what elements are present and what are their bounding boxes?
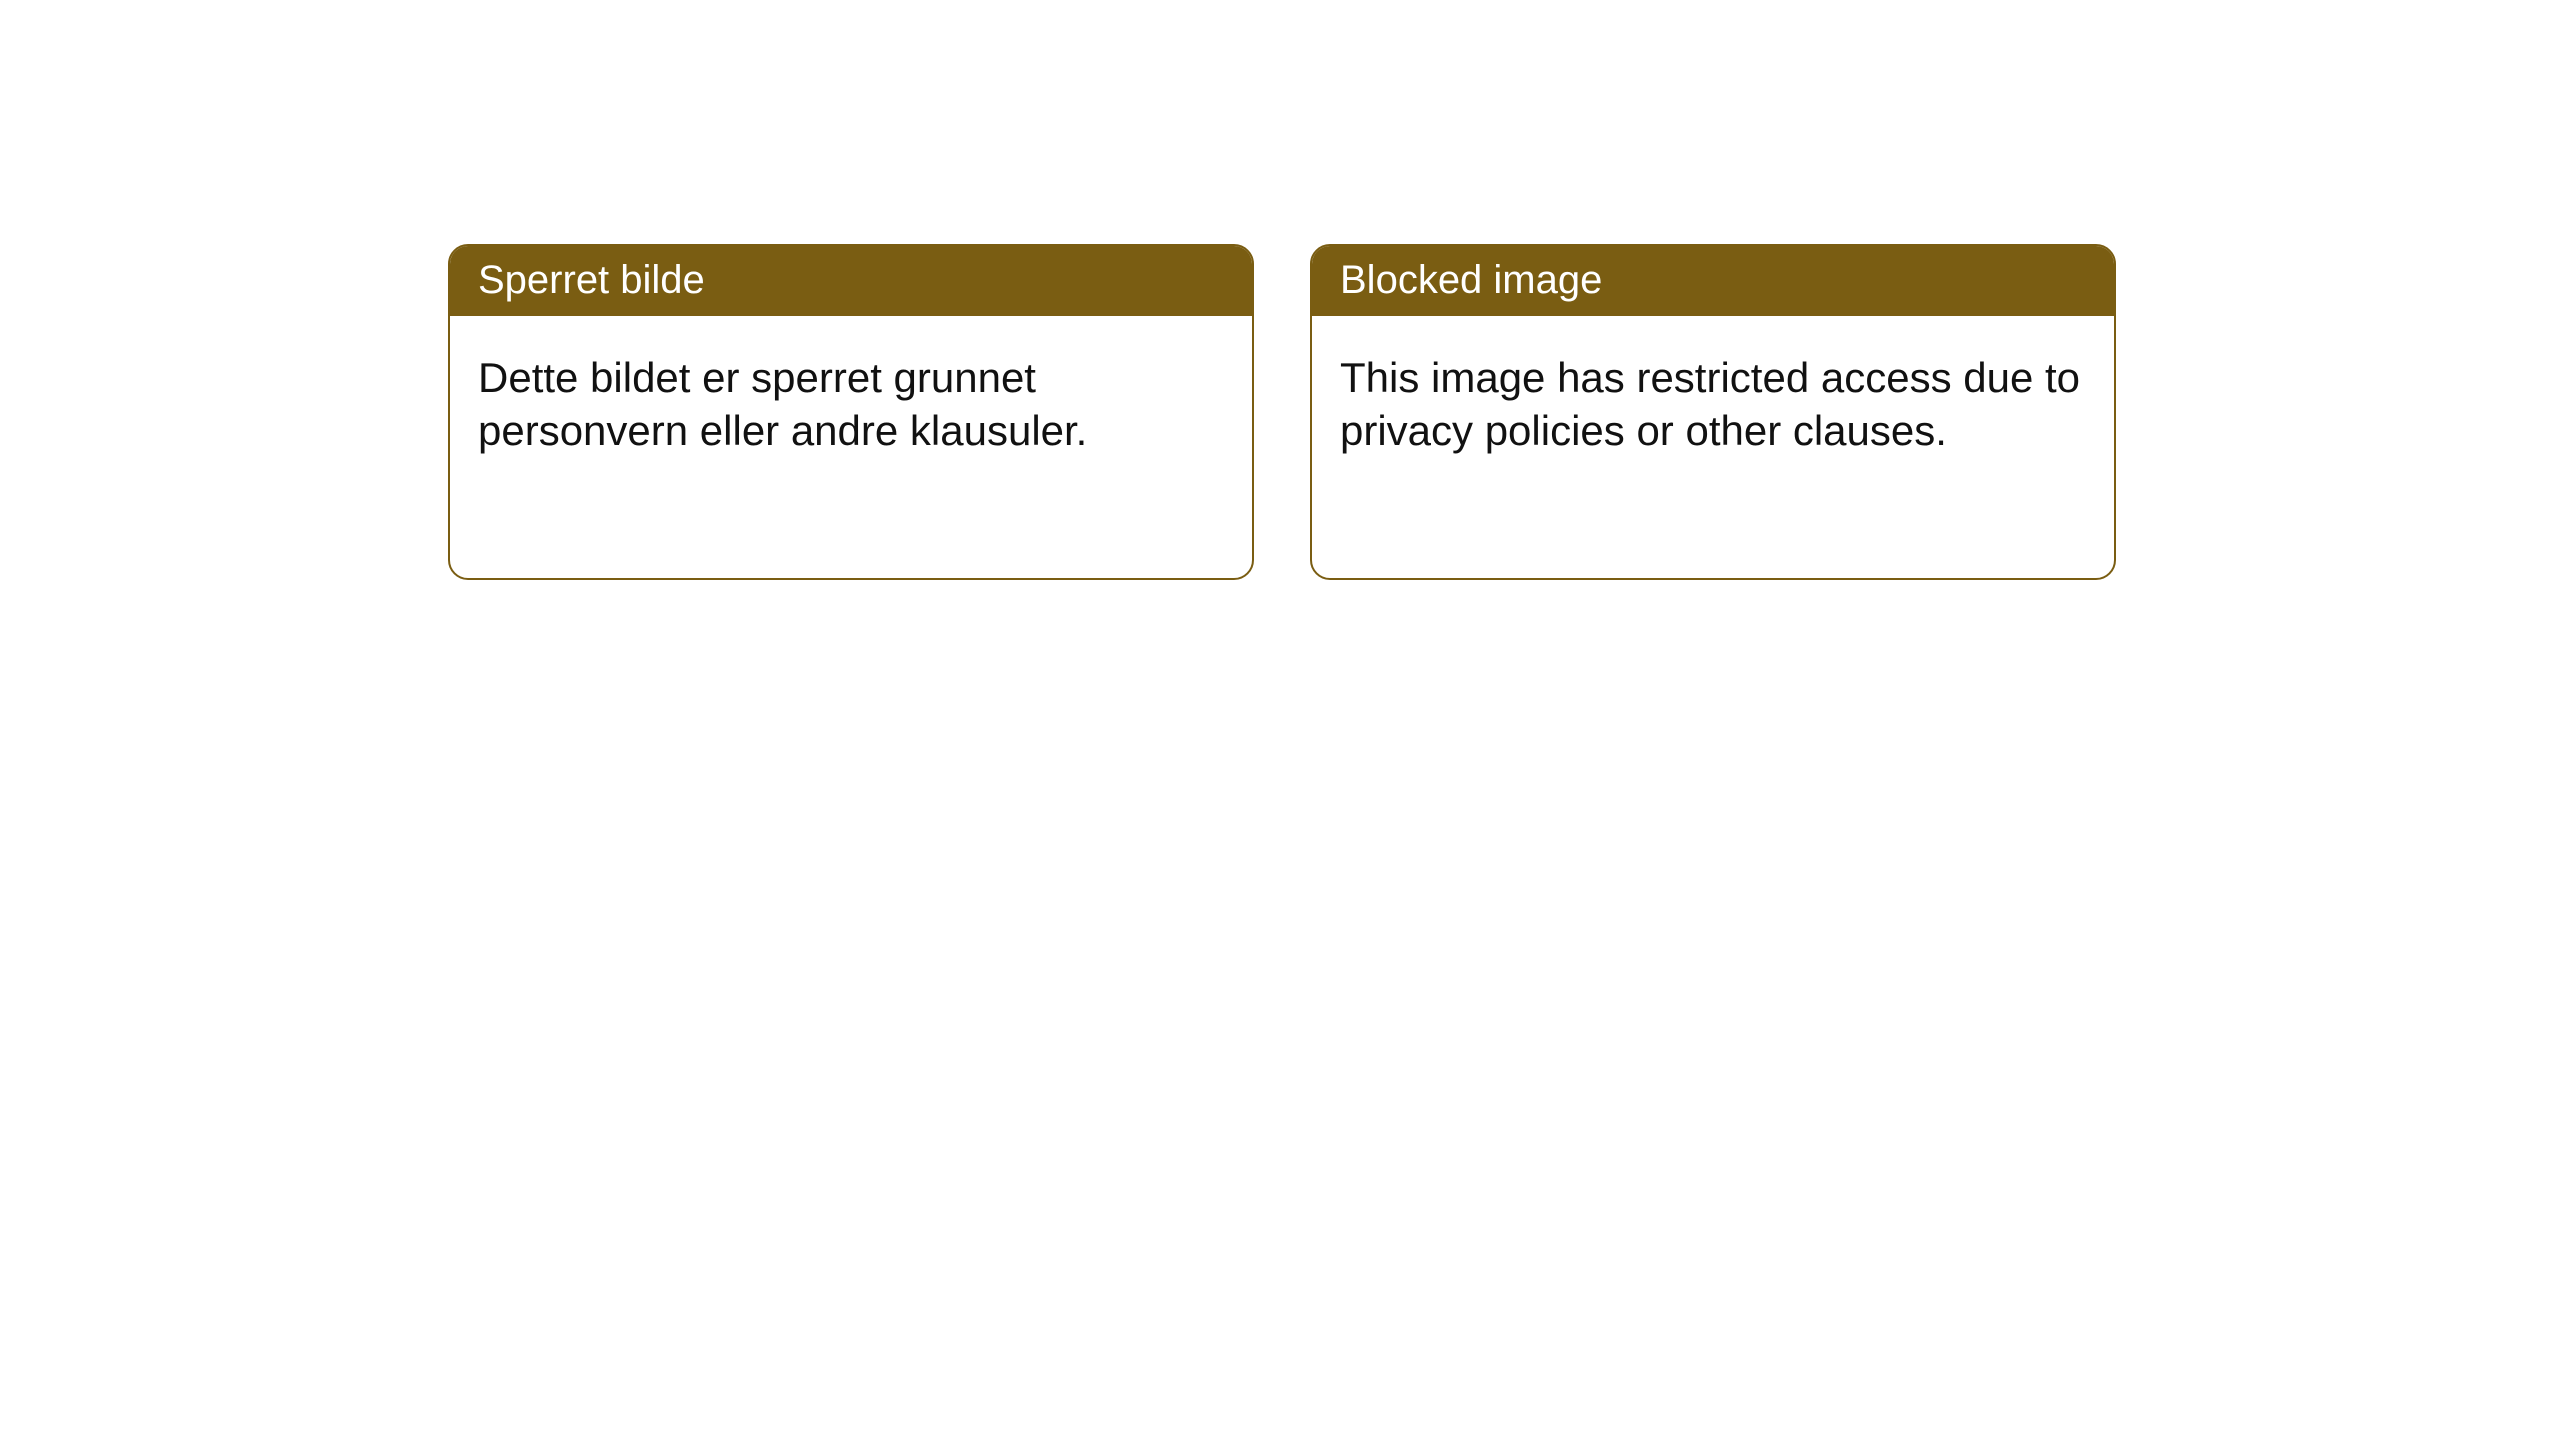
notice-body-no: Dette bildet er sperret grunnet personve… — [450, 316, 1252, 493]
notice-header-no: Sperret bilde — [450, 246, 1252, 316]
notice-card-no: Sperret bilde Dette bildet er sperret gr… — [448, 244, 1254, 580]
notice-body-en: This image has restricted access due to … — [1312, 316, 2114, 493]
notice-container: Sperret bilde Dette bildet er sperret gr… — [0, 0, 2560, 580]
notice-header-en: Blocked image — [1312, 246, 2114, 316]
notice-card-en: Blocked image This image has restricted … — [1310, 244, 2116, 580]
